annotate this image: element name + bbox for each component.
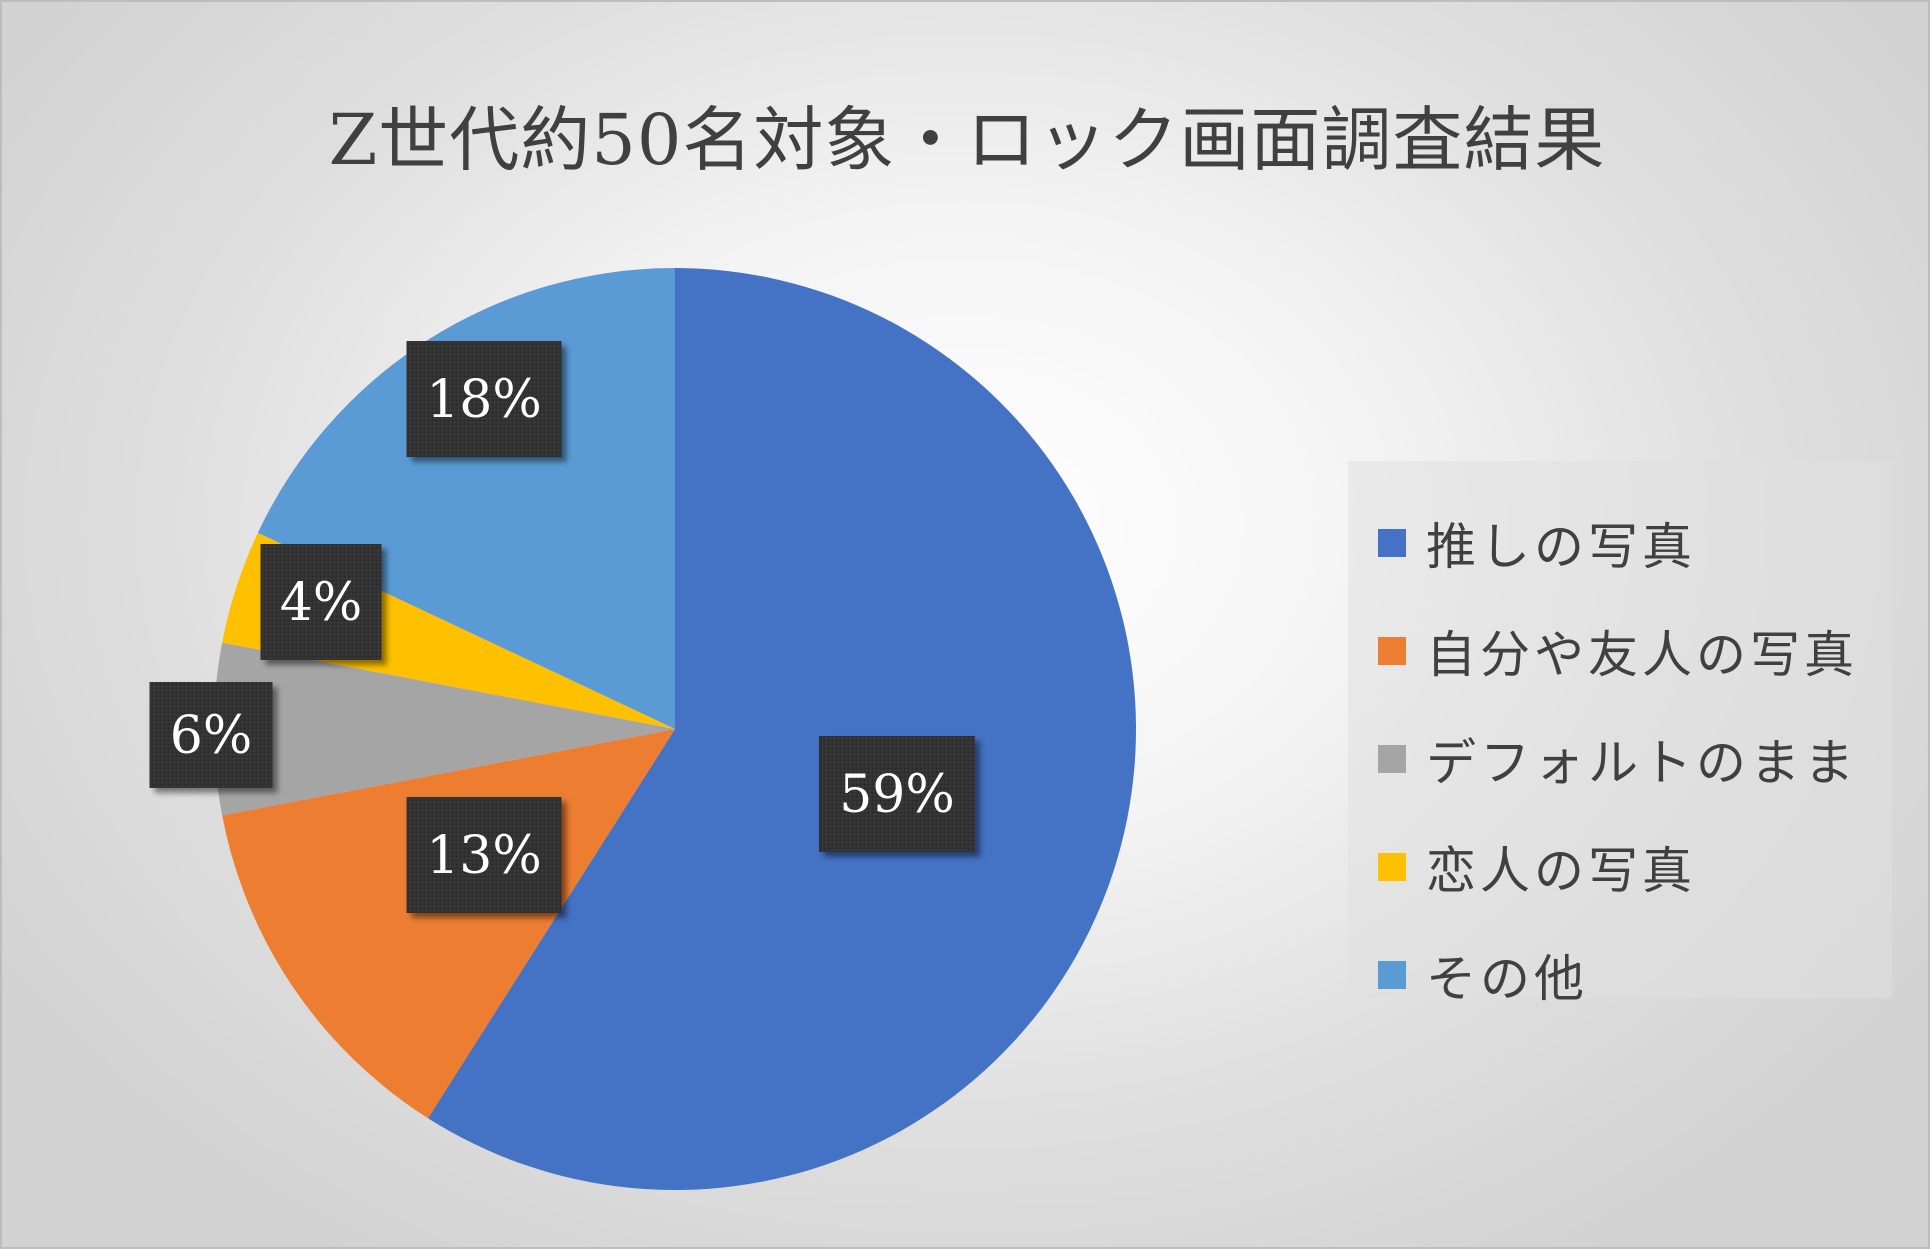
legend: 推しの写真自分や友人の写真 デフォルトのまま 恋人の写真その他 [1348,461,1892,1008]
legend-label: 恋人の写真 [1426,842,1696,900]
labels-layer: 59% 13% 6% 4% 18% [149,341,975,913]
legend-item: その他 [1348,921,1892,1029]
data-label-box [260,544,382,660]
legend-swatch [1378,745,1406,773]
pie-slice-2 [222,729,675,1119]
data-label-text: 4% [280,573,363,633]
legend-label: 自分や友人の写真 [1426,626,1858,684]
data-label-2: 13% [406,797,562,913]
data-label-1: 59% [819,736,975,852]
data-label-box [406,341,562,457]
chart-title: Z世代約50名対象・ロック画面調査結果 [328,99,1606,181]
data-label-box [819,736,975,852]
pie-slice-3 [214,642,675,816]
legend-label: その他 [1426,950,1588,1008]
data-label-text: 6% [170,706,253,766]
data-label-text: 18% [426,370,542,430]
legend-swatch [1378,637,1406,665]
data-label-box [406,797,562,913]
data-label-text: 13% [426,826,542,886]
pie-slice-5 [257,268,675,729]
legend-label: デフォルトのまま [1426,734,1858,792]
legend-swatch [1378,853,1406,881]
slices-layer [214,268,1136,1190]
data-label-3: 6% [149,682,273,788]
data-label-4: 4% [260,544,382,660]
legend-item: デフォルトのまま [1348,705,1892,813]
data-label-text: 59% [839,765,955,825]
pie-slice-1 [427,268,1136,1190]
legend-label: 推しの写真 [1426,518,1696,576]
legend-swatch [1378,961,1406,989]
data-label-5: 18% [406,341,562,457]
legend-swatch [1378,529,1406,557]
legend-item: 自分や友人の写真 [1348,597,1892,705]
legend-item: 推しの写真 [1348,489,1892,597]
legend-item: 恋人の写真 [1348,813,1892,921]
data-label-box [149,682,273,788]
